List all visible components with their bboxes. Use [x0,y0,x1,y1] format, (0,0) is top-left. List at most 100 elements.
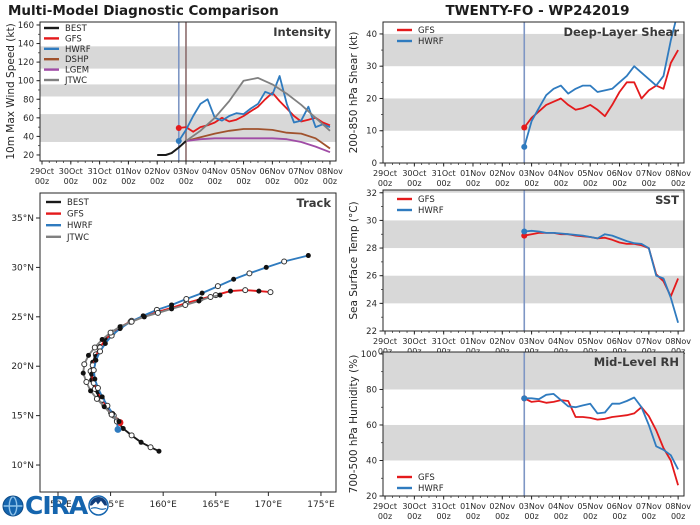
svg-text:07Nov: 07Nov [288,167,314,176]
svg-text:28: 28 [366,244,377,254]
svg-text:00z: 00z [150,177,164,186]
svg-text:SST: SST [655,193,679,207]
svg-text:00z: 00z [583,179,597,188]
svg-text:60: 60 [366,421,377,431]
cira-logo-text: CIRA [25,491,88,520]
svg-text:GFS: GFS [418,195,435,205]
svg-text:00z: 00z [524,179,538,188]
storm-title: TWENTY-FO - WP242019 [445,3,630,19]
chart-intensity-series-hwrf [178,75,331,142]
svg-text:150°E: 150°E [44,500,72,510]
chart-shear: 01020304029Oct00z30Oct00z31Oct00z01Nov00… [348,21,691,188]
svg-text:06Nov: 06Nov [607,337,633,346]
svg-text:80: 80 [366,385,377,395]
svg-text:00z: 00z [35,177,49,186]
svg-text:05Nov: 05Nov [577,502,603,511]
svg-text:00z: 00z [642,512,656,521]
svg-text:00z: 00z [407,512,421,521]
svg-text:155°E: 155°E [97,500,125,510]
svg-text:HWRF: HWRF [65,45,91,55]
svg-text:22: 22 [366,327,377,337]
svg-text:700-500 hPa Humidity (%): 700-500 hPa Humidity (%) [348,355,360,494]
svg-text:00z: 00z [179,177,193,186]
svg-text:00z: 00z [378,179,392,188]
svg-text:10°N: 10°N [11,461,34,471]
chart-shear-series-gfs [523,49,679,129]
svg-text:160°E: 160°E [149,500,177,510]
svg-text:08Nov: 08Nov [665,337,691,346]
svg-text:00z: 00z [436,512,450,521]
chart-intensity-series-dshp [185,128,331,150]
svg-text:HWRF: HWRF [67,221,93,231]
svg-text:GFS: GFS [418,26,435,36]
svg-text:DSHP: DSHP [65,55,88,65]
svg-text:01Nov: 01Nov [460,169,486,178]
svg-text:100: 100 [361,350,377,360]
svg-text:100: 100 [18,77,34,87]
svg-text:20: 20 [366,492,377,502]
chart-intensity-series-best [157,140,187,156]
svg-text:20: 20 [366,94,377,104]
svg-text:HWRF: HWRF [418,484,444,494]
svg-text:00z: 00z [612,179,626,188]
svg-text:03Nov: 03Nov [519,337,545,346]
svg-text:29Oct: 29Oct [30,167,54,176]
svg-text:10: 10 [366,127,377,137]
svg-text:30Oct: 30Oct [59,167,83,176]
svg-text:32: 32 [366,189,377,199]
chart-intensity-series-jtwc [185,77,331,142]
svg-text:05Nov: 05Nov [577,337,603,346]
svg-text:07Nov: 07Nov [636,337,662,346]
svg-text:LGEM: LGEM [65,66,89,76]
figure-title: Multi-Model Diagnostic Comparison [8,3,279,19]
track-gfs [90,289,271,424]
svg-text:26: 26 [366,272,377,282]
svg-text:200-850 hPa Shear (kt): 200-850 hPa Shear (kt) [348,32,360,154]
svg-text:05Nov: 05Nov [577,169,603,178]
svg-text:06Nov: 06Nov [607,169,633,178]
svg-text:00z: 00z [495,512,509,521]
svg-text:40: 40 [23,132,34,142]
svg-text:35°N: 35°N [11,214,34,224]
svg-text:00z: 00z [92,177,106,186]
svg-text:JTWC: JTWC [66,233,89,243]
svg-text:00z: 00z [495,179,509,188]
svg-text:04Nov: 04Nov [548,502,574,511]
svg-text:08Nov: 08Nov [317,167,343,176]
chart-sst: 22242628303229Oct00z30Oct00z31Oct00z01No… [348,189,691,356]
svg-text:30Oct: 30Oct [402,169,426,178]
svg-text:120: 120 [18,58,34,68]
svg-text:140: 140 [18,40,34,50]
chart-rh-series-hwrf [524,392,679,470]
svg-text:00z: 00z [378,512,392,521]
svg-text:06Nov: 06Nov [259,167,285,176]
svg-text:00z: 00z [294,177,308,186]
svg-text:00z: 00z [554,179,568,188]
svg-text:08Nov: 08Nov [665,169,691,178]
svg-text:160: 160 [18,21,34,31]
svg-text:Deep-Layer Shear: Deep-Layer Shear [563,25,679,39]
svg-text:00z: 00z [323,177,337,186]
svg-text:00z: 00z [671,179,685,188]
svg-text:165°E: 165°E [202,500,230,510]
svg-text:07Nov: 07Nov [636,502,662,511]
svg-text:00z: 00z [466,179,480,188]
svg-text:31Oct: 31Oct [432,337,456,346]
svg-text:00z: 00z [612,512,626,521]
svg-text:24: 24 [366,299,377,309]
chart-intensity-series-lgem [185,137,331,154]
svg-text:04Nov: 04Nov [548,169,574,178]
svg-text:40: 40 [366,456,377,466]
svg-text:Sea Surface Temp (°C): Sea Surface Temp (°C) [348,201,360,319]
svg-text:02Nov: 02Nov [489,502,515,511]
svg-text:00z: 00z [236,177,250,186]
svg-text:00z: 00z [121,177,135,186]
svg-text:40: 40 [366,30,377,40]
cira-logo: CIRA [2,493,109,518]
svg-text:01Nov: 01Nov [460,337,486,346]
svg-text:05Nov: 05Nov [231,167,257,176]
